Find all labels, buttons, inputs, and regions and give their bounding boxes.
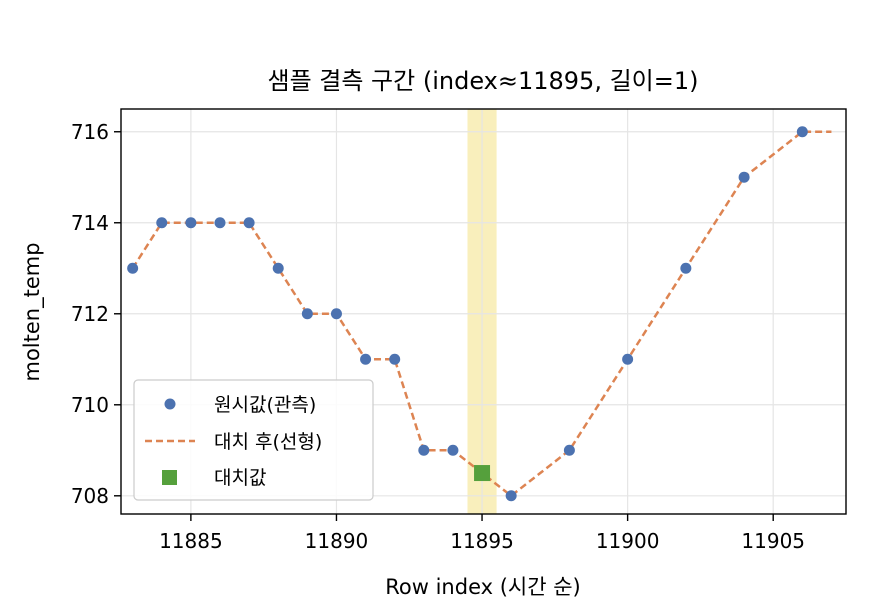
legend-frame [133, 379, 374, 501]
raw-observation-point [680, 262, 692, 274]
legend-filled-label: 대치값 [214, 467, 266, 489]
raw-observation-point [563, 444, 575, 456]
y-tick-label: 712 [71, 302, 109, 326]
x-tick-label: 11890 [305, 529, 369, 553]
raw-observation-point [127, 262, 139, 274]
raw-observation-point [622, 353, 634, 365]
raw-observation-point [796, 126, 808, 138]
y-axis-label: molten_temp [20, 242, 45, 381]
legend-raw-label: 원시값(관측) [214, 394, 316, 416]
raw-observation-point [738, 171, 750, 183]
chart-title: 샘플 결측 구간 (index≈11895, 길이=1) [267, 67, 698, 95]
x-tick-label: 11905 [741, 529, 805, 553]
raw-observation-point [156, 217, 168, 229]
imputed-value-marker [474, 465, 491, 482]
x-tick-label: 11895 [450, 529, 514, 553]
raw-observation-point [360, 353, 372, 365]
y-tick-label: 714 [71, 211, 109, 235]
point-layer [127, 126, 808, 502]
axis-layer: 11885 11890 11895 11900 11905 708 710 712 714 716 [71, 108, 847, 553]
plot-frame [120, 108, 847, 515]
raw-observation-point [243, 217, 255, 229]
legend-raw-marker [164, 398, 176, 410]
raw-observation-point [330, 308, 342, 320]
legend-filled-marker [162, 470, 177, 485]
x-axis-label: Row index (시간 순) [385, 575, 581, 599]
raw-observation-point [389, 353, 401, 365]
y-tick-label: 708 [71, 484, 109, 508]
raw-observation-point [272, 262, 284, 274]
raw-observation-point [301, 308, 313, 320]
raw-observation-point [418, 444, 430, 456]
raw-observation-point [505, 490, 517, 502]
y-tick-label: 710 [71, 393, 109, 417]
raw-observation-point [447, 444, 459, 456]
raw-observation-point [214, 217, 226, 229]
y-tick-label: 716 [71, 120, 109, 144]
raw-observation-point [185, 217, 197, 229]
legend-imputed-label: 대치 후(선형) [214, 431, 322, 453]
legend: 원시값(관측) 대치 후(선형) 대치값 [133, 379, 374, 501]
x-tick-label: 11900 [596, 529, 660, 553]
x-tick-label: 11885 [159, 529, 223, 553]
